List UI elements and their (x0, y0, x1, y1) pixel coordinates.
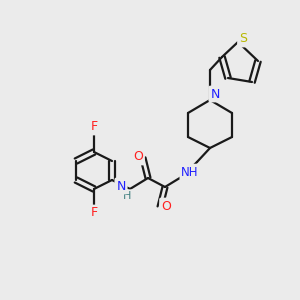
Text: O: O (133, 151, 143, 164)
Text: N: N (210, 88, 220, 100)
Text: NH: NH (181, 166, 199, 178)
Text: N: N (116, 179, 126, 193)
Text: F: F (90, 121, 98, 134)
Text: F: F (90, 206, 98, 220)
Text: S: S (239, 32, 247, 46)
Text: H: H (123, 191, 131, 201)
Text: O: O (161, 200, 171, 212)
